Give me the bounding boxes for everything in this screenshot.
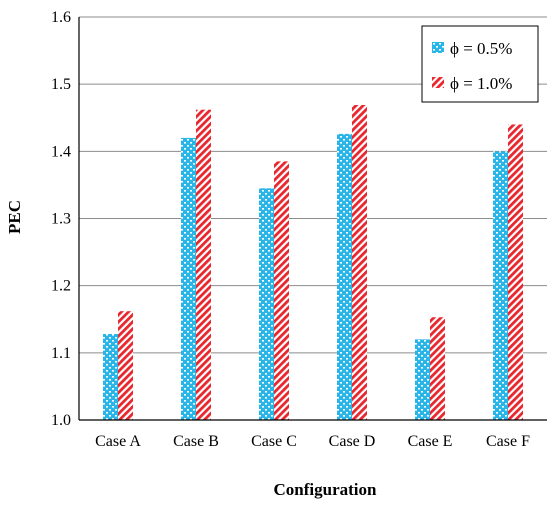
x-tick-label: Case E — [408, 433, 453, 450]
legend-label-series-1: ϕ = 0.5% — [450, 39, 512, 58]
bar-series-2-case-b — [196, 109, 211, 420]
bar-series-1-case-e — [415, 339, 430, 420]
bar-series-1-case-a — [103, 334, 118, 420]
bar-series-2-case-e — [430, 317, 445, 420]
x-tick-label: Case F — [486, 433, 530, 450]
legend: ϕ = 0.5% ϕ = 1.0% — [421, 25, 539, 103]
x-tick-label: Case D — [329, 433, 376, 450]
y-tick-label: 1.3 — [51, 211, 71, 228]
y-tick-label: 1.5 — [51, 76, 71, 93]
x-tick-label: Case A — [95, 433, 141, 450]
axes — [78, 17, 547, 421]
legend-swatch-series-1 — [432, 42, 444, 53]
y-axis-title: PEC — [5, 200, 24, 234]
bar-series-2-case-d — [352, 104, 367, 420]
bars — [103, 104, 523, 421]
bar-series-2-case-a — [118, 311, 133, 420]
legend-box — [421, 25, 539, 103]
x-axis-title: Configuration — [274, 480, 378, 499]
x-tick-label: Case B — [173, 433, 219, 450]
y-tick-label: 1.0 — [51, 412, 71, 429]
tick-labels: 1.0 1.1 1.2 1.3 1.4 1.5 1.6 Case A Case B Case C C… — [51, 9, 530, 450]
bar-series-1-case-d — [337, 133, 352, 420]
bar-series-1-case-c — [259, 188, 274, 420]
gridlines — [79, 16, 547, 354]
y-tick-label: 1.1 — [51, 345, 71, 362]
bar-series-2-case-f — [508, 124, 523, 420]
legend-swatch-series-2 — [432, 77, 444, 88]
x-tick-label: Case C — [251, 433, 297, 450]
y-tick-label: 1.4 — [51, 143, 71, 160]
bar-series-2-case-c — [274, 161, 289, 421]
bar-series-1-case-f — [493, 151, 508, 421]
legend-label-series-2: ϕ = 1.0% — [450, 74, 512, 93]
y-tick-label: 1.6 — [51, 9, 71, 26]
y-tick-label: 1.2 — [51, 278, 71, 295]
bar-series-1-case-b — [181, 137, 196, 420]
